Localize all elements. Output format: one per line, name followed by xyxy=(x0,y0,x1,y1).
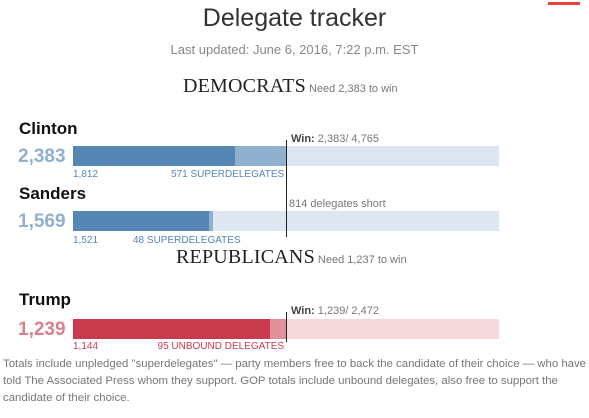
republicans-need: Need 1,237 to win xyxy=(317,254,407,266)
democrats-win-label: Win: 2,383/ 4,765 xyxy=(291,133,379,145)
candidate-total-sanders: 1,569 xyxy=(18,211,66,232)
win-label-word: Win: xyxy=(291,133,315,145)
democrats-need: Need 2,383 to win xyxy=(308,83,398,95)
label-sanders-pledged: 1,521 xyxy=(73,235,99,246)
accent-bar xyxy=(548,2,580,5)
bar-segment-clinton-pledged xyxy=(73,146,235,166)
democrats-win-threshold-line xyxy=(285,140,287,237)
candidate-total-clinton: 2,383 xyxy=(18,146,66,167)
footnote: Totals include unpledged "superdelegates… xyxy=(3,358,587,404)
candidate-total-trump: 1,239 xyxy=(18,319,66,340)
bar-segment-sanders-superdelegates xyxy=(208,211,214,231)
republicans-win-label: Win: 1,239/ 2,472 xyxy=(291,305,379,317)
page-title: Delegate tracker xyxy=(202,4,387,32)
label-clinton-pledged: 1,812 xyxy=(73,169,99,180)
bar-segment-clinton-superdelegates xyxy=(234,146,287,166)
label-trump-pledged: 1,144 xyxy=(73,341,99,352)
bar-segment-trump-pledged xyxy=(73,319,271,339)
last-updated: Last updated: June 6, 2016, 7:22 p.m. ES… xyxy=(170,42,419,57)
candidate-name-clinton: Clinton xyxy=(19,119,78,138)
win-label-word: Win: xyxy=(291,305,315,317)
republicans-header: REPUBLICANS Need 1,237 to win xyxy=(176,246,407,269)
bar-segment-sanders-pledged xyxy=(73,211,209,231)
democrats-heading: DEMOCRATS xyxy=(183,75,306,97)
bar-trump xyxy=(73,319,499,339)
democrats-header: DEMOCRATS Need 2,383 to win xyxy=(183,75,398,98)
win-label-value: 2,383/ 4,765 xyxy=(317,133,379,145)
candidate-name-sanders: Sanders xyxy=(19,184,87,203)
republicans-heading: REPUBLICANS xyxy=(176,246,315,268)
candidate-name-trump: Trump xyxy=(19,290,71,309)
label-clinton-superdelegates: 571 SUPERDELEGATES xyxy=(171,169,285,180)
label-sanders-superdelegates: 48 SUPERDELEGATES xyxy=(133,235,241,246)
win-label-value: 1,239/ 2,472 xyxy=(317,305,379,317)
label-trump-unbound: 95 UNBOUND DELEGATES xyxy=(157,341,285,352)
sanders-short-label: 814 delegates short xyxy=(289,198,386,210)
republicans-win-threshold-line xyxy=(286,312,288,342)
bar-segment-trump-unbound xyxy=(270,319,287,339)
